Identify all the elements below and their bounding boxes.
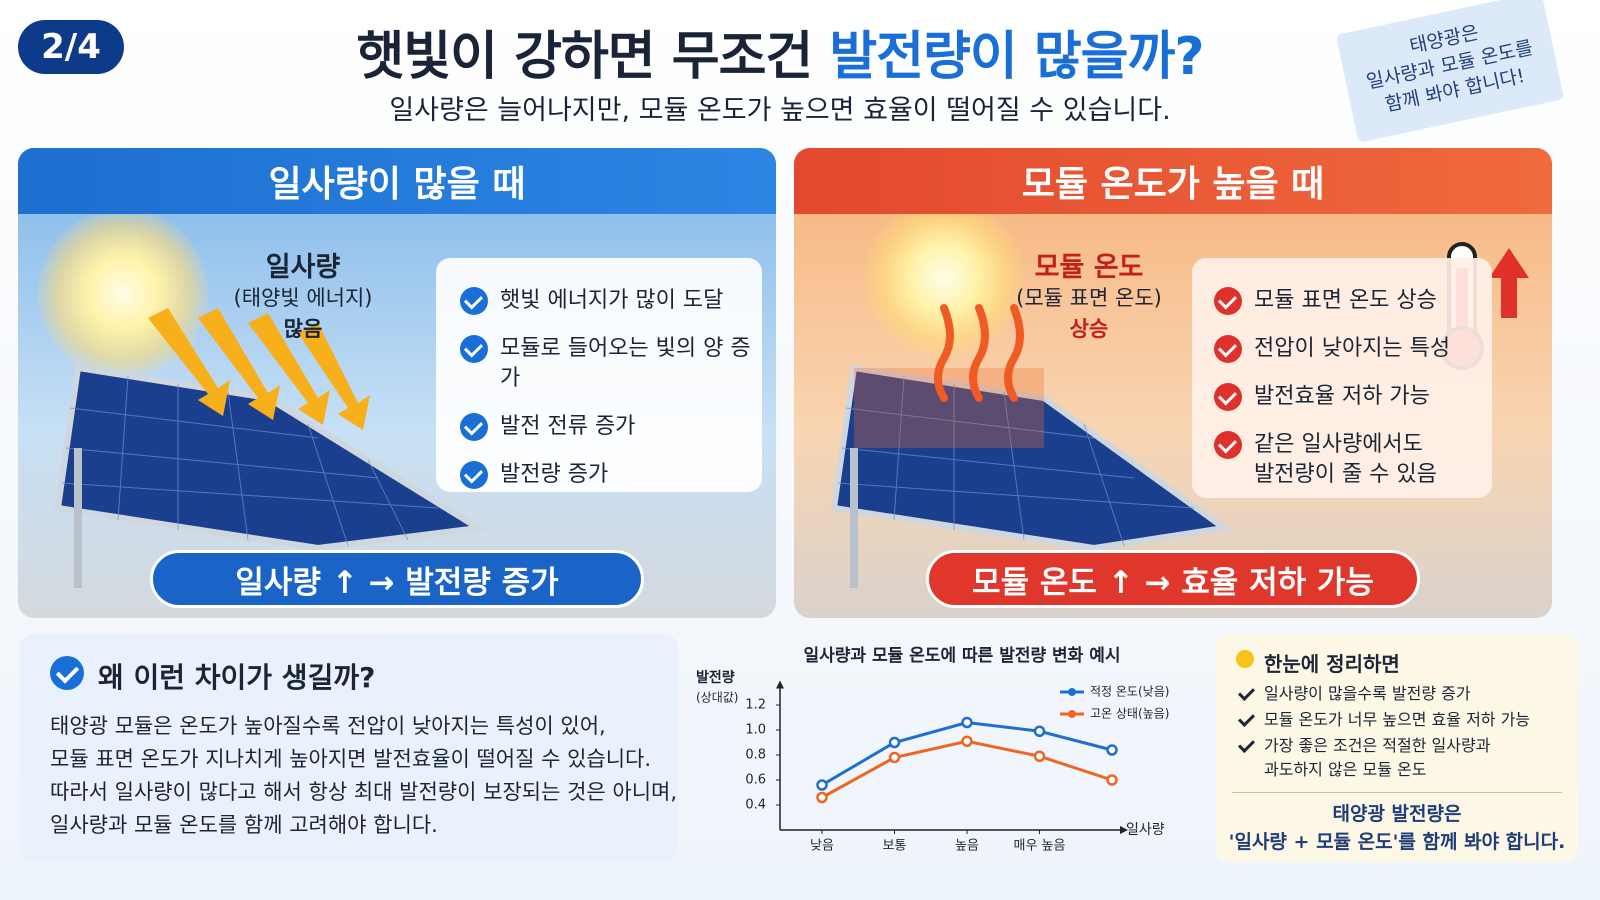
title-text: 햇빛이 강하면 무조건 <box>356 27 830 87</box>
irradiance-panel: 일사량이 많을 때 일사량 (태양빛 에너지) 많음 햇빛 에너지가 많이 도달… <box>18 148 776 618</box>
summary-item: 모듈 온도가 너무 높으면 효율 저하 가능 <box>1238 708 1568 732</box>
legend-dot <box>1068 710 1076 718</box>
title-highlight: 발전량이 많을까? <box>829 27 1204 87</box>
data-point <box>1033 725 1046 737</box>
panel-title: 일사량이 많을 때 <box>18 148 776 214</box>
data-point <box>1106 744 1118 756</box>
data-point <box>961 716 973 729</box>
series-line <box>821 739 1113 799</box>
chart: 일사량과 모듈 온도에 따른 발전량 변화 예시 발전량 (상대값) 일사량 0… <box>696 646 1169 854</box>
temperature-panel: 모듈 온도가 높을 때 모듈 온도 (모듈 표면 온도) 상승 모듈 표면 온도… <box>794 148 1552 618</box>
page-badge: 2/4 <box>18 20 124 74</box>
conclusion-line: 태양광 발전량은 <box>1332 803 1462 825</box>
legend-label: 적정 온도(낮음) <box>1090 685 1169 699</box>
item-card: 햇빛 에너지가 많이 도달 모듈로 들어오는 빛의 양 증가 발전 전류 증가 … <box>436 258 762 492</box>
item-list: 햇빛 에너지가 많이 도달 모듈로 들어오는 빛의 양 증가 발전 전류 증가 … <box>460 286 762 508</box>
summary-box: 한눈에 정리하면 일사량이 많을수록 발전량 증가 모듈 온도가 너무 높으면 … <box>1216 634 1578 862</box>
label-state: 많음 <box>283 317 323 341</box>
x-axis-arrow <box>1120 826 1128 834</box>
x-tick-label: 높음 <box>955 839 979 854</box>
data-point <box>888 751 901 764</box>
y-tick-label: 0.6 <box>745 773 766 788</box>
summary-title: 한눈에 정리하면 <box>1236 648 1400 677</box>
explanation-line: 따라서 일사량이 많다고 해서 항상 최대 발전량이 보장되는 것은 아니며, <box>50 780 678 804</box>
summary-item: 가장 좋은 조건은 적절한 일사량과 과도하지 않은 모듈 온도 <box>1238 734 1568 782</box>
data-point <box>816 791 828 804</box>
y-axis-label-sub: (상대값) <box>696 691 738 705</box>
data-point <box>816 779 828 791</box>
conclusion: 태양광 발전량은 '일사량 + 모듈 온도'를 함께 봐야 합니다. <box>1216 800 1578 856</box>
y-tick-label: 0.8 <box>745 748 766 763</box>
item-list: 모듈 표면 온도 상승 전압이 낮아지는 특성 발전효율 저하 가능 같은 일사… <box>1214 286 1450 508</box>
panel-title: 모듈 온도가 높을 때 <box>794 148 1552 214</box>
explanation-body: 태양광 모듈은 온도가 높아질수록 전압이 낮아지는 특성이 있어, 모듈 표면… <box>50 710 677 842</box>
title: 햇빛이 강하면 무조건 발전량이 많을까? <box>230 14 1330 89</box>
explanation-line: 태양광 모듈은 온도가 높아질수록 전압이 낮아지는 특성이 있어, <box>50 714 606 738</box>
label-sub: (모듈 표면 온도) <box>1016 286 1162 310</box>
data-point <box>888 736 901 749</box>
y-axis-label: 발전량 <box>696 669 735 686</box>
y-tick-label: 0.4 <box>745 798 766 813</box>
item: 전압이 낮아지는 특성 <box>1214 334 1450 364</box>
item: 모듈로 들어오는 빛의 양 증가 <box>460 334 762 394</box>
panel-illustration <box>54 308 487 588</box>
label-sub: (태양빛 에너지) <box>233 286 373 310</box>
panel-label: 모듈 온도 (모듈 표면 온도) 상승 <box>1004 252 1174 345</box>
legend-dot <box>1068 688 1076 696</box>
label-title: 일사량 <box>265 252 341 283</box>
explanation-line: 일사량과 모듈 온도를 함께 고려해야 합니다. <box>50 813 438 837</box>
divider <box>1232 792 1562 793</box>
label-title: 모듈 온도 <box>1034 252 1144 283</box>
x-tick-label: 보통 <box>883 839 907 854</box>
banner: 모듈 온도 ↑ → 효율 저하 가능 <box>926 550 1420 608</box>
label-state: 상승 <box>1069 317 1109 341</box>
series-line <box>821 720 1113 787</box>
legend-label: 고온 상태(높음) <box>1090 707 1169 721</box>
item: 발전량 증가 <box>460 460 762 490</box>
x-tick-label: 매우 높음 <box>1014 839 1066 854</box>
item: 햇빛 에너지가 많이 도달 <box>460 286 762 316</box>
sticky-note: 태양광은 일사량과 모듈 온도를 함께 봐야 합니다! <box>1335 0 1565 143</box>
item: 같은 일사량에서도 발전량이 줄 수 있음 <box>1214 430 1450 490</box>
banner: 일사량 ↑ → 발전량 증가 <box>150 550 644 608</box>
data-point <box>961 735 973 747</box>
summary-list: 일사량이 많을수록 발전량 증가 모듈 온도가 너무 높으면 효율 저하 가능 … <box>1238 682 1568 784</box>
explanation-line: 모듈 표면 온도가 지나치게 높아지면 발전효율이 떨어질 수 있습니다. <box>50 747 652 771</box>
conclusion-line: '일사량 + 모듈 온도'를 함께 봐야 합니다. <box>1228 831 1566 853</box>
y-tick-label: 1.0 <box>745 723 766 738</box>
explanation-box: 왜 이런 차이가 생길까? 태양광 모듈은 온도가 높아질수록 전압이 낮아지는… <box>20 634 678 862</box>
data-point <box>1106 774 1118 786</box>
item-card: 모듈 표면 온도 상승 전압이 낮아지는 특성 발전효율 저하 가능 같은 일사… <box>1192 258 1492 498</box>
item: 모듈 표면 온도 상승 <box>1214 286 1450 316</box>
y-axis-arrow <box>776 680 784 689</box>
panel-label: 일사량 (태양빛 에너지) 많음 <box>218 252 388 345</box>
item: 발전 전류 증가 <box>460 412 762 442</box>
subtitle: 일사량은 늘어나지만, 모듈 온도가 높으면 효율이 떨어질 수 있습니다. <box>389 95 1171 126</box>
sun <box>864 198 1024 358</box>
item: 발전효율 저하 가능 <box>1214 382 1450 412</box>
chart-title: 일사량과 모듈 온도에 따른 발전량 변화 예시 <box>803 646 1120 666</box>
x-tick-label: 낮음 <box>810 839 834 854</box>
y-tick-label: 1.2 <box>745 698 766 713</box>
data-point <box>1033 750 1046 762</box>
summary-item: 일사량이 많을수록 발전량 증가 <box>1238 682 1568 706</box>
explanation-title: 왜 이런 차이가 생길까? <box>50 656 375 696</box>
x-axis-label: 일사량 <box>1126 822 1165 838</box>
